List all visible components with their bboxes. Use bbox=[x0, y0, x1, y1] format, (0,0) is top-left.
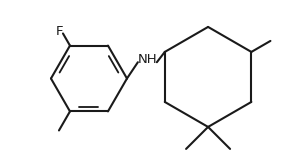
Text: F: F bbox=[56, 25, 63, 38]
Text: NH: NH bbox=[138, 53, 158, 66]
